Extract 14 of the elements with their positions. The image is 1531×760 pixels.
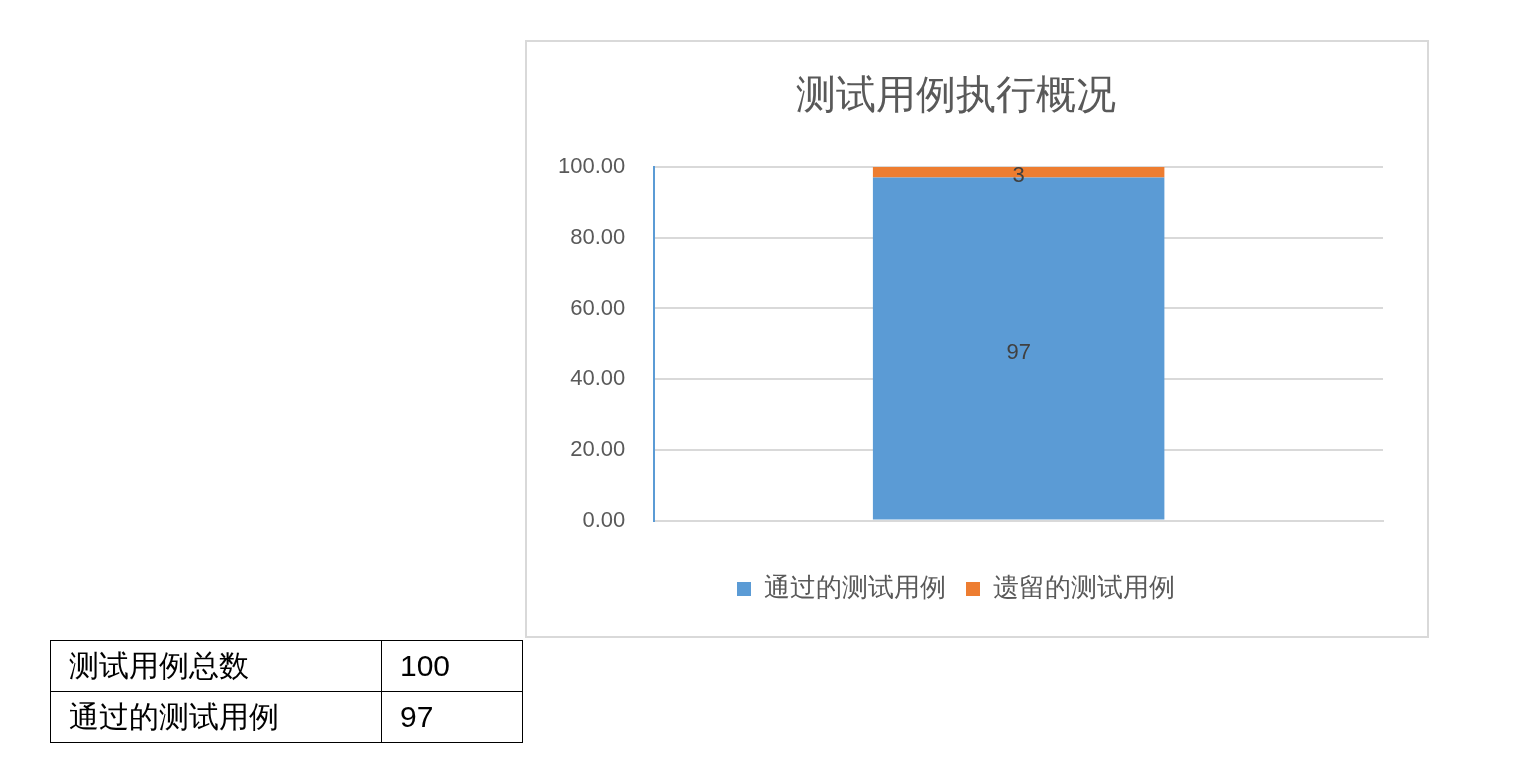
y-tick-label: 0.00 bbox=[582, 506, 626, 532]
chart-title: 测试用例执行概况 bbox=[796, 72, 1116, 117]
y-tick-label: 20.00 bbox=[570, 435, 626, 461]
text: 100 bbox=[400, 649, 451, 682]
y-tick-label: 60.00 bbox=[570, 294, 626, 320]
data-label: 97 bbox=[1006, 338, 1031, 364]
legend-label: 遗留的测试用例 bbox=[993, 572, 1175, 603]
legend-label: 通过的测试用例 bbox=[764, 572, 946, 603]
text: 测试用例总数 bbox=[69, 648, 249, 682]
y-tick-label: 80.00 bbox=[570, 223, 626, 249]
text: 97 bbox=[400, 700, 434, 733]
text: 通过的测试用例 bbox=[69, 699, 279, 733]
y-tick-label: 100.00 bbox=[557, 153, 626, 179]
y-tick-label: 40.00 bbox=[570, 365, 626, 391]
